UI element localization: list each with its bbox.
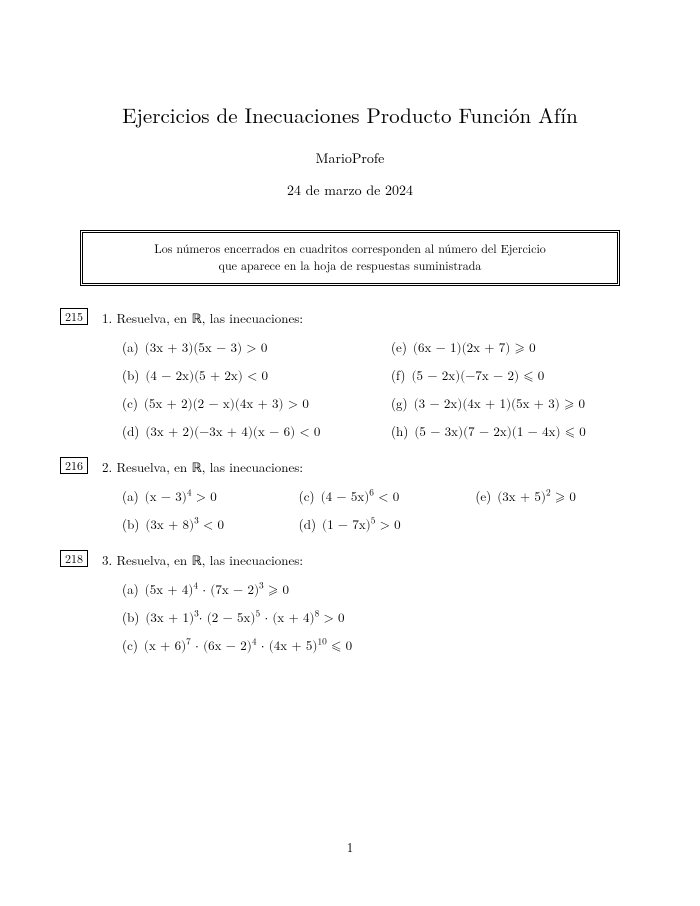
item-f: (f) (5 − 2x)(−7x − 2) ⩽ 0 bbox=[391, 365, 640, 385]
exercise-ordinal: 3. bbox=[102, 550, 112, 569]
item-expr: (5 − 3x)(7 − 2x)(1 − 4x) ⩽ 0 bbox=[414, 426, 585, 439]
item-c: (c) (4 − 5x)6 < 0 bbox=[299, 486, 464, 506]
item-h: (h) (5 − 3x)(7 − 2x)(1 − 4x) ⩽ 0 bbox=[391, 421, 640, 441]
notice-line-1: Los números encerrados en cuadritos corr… bbox=[154, 240, 546, 257]
item-label: (h) bbox=[391, 421, 408, 440]
item-label: (d) bbox=[122, 421, 139, 440]
item-expr: (6x − 1)(2x + 7) ⩾ 0 bbox=[413, 342, 536, 355]
exercise-box-number: 218 bbox=[60, 550, 88, 568]
page-number: 1 bbox=[0, 837, 700, 856]
item-expr: (3x + 3)(5x − 3) > 0 bbox=[145, 342, 268, 355]
exercise-216: 216 2. Resuelva, en ℝ, las inecuaciones:… bbox=[60, 457, 640, 534]
exercise-218: 218 3. Resuelva, en ℝ, las inecuaciones:… bbox=[60, 550, 640, 663]
item-d: (d) (3x + 2)(−3x + 4)(x − 6) < 0 bbox=[122, 421, 371, 441]
exercise-box-number: 215 bbox=[60, 308, 88, 326]
item-label: (a) bbox=[122, 579, 139, 598]
exercise-prompt-text: Resuelva, en ℝ, las inecuaciones: bbox=[116, 457, 303, 476]
item-expr: (3 − 2x)(4x + 1)(5x + 3) ⩾ 0 bbox=[414, 398, 585, 411]
item-g: (g) (3 − 2x)(4x + 1)(5x + 3) ⩾ 0 bbox=[391, 393, 640, 413]
document-title: Ejercicios de Inecuaciones Producto Func… bbox=[60, 100, 640, 130]
item-a: (a) (x − 3)4 > 0 bbox=[122, 486, 287, 506]
item-label: (e) bbox=[391, 337, 407, 356]
item-expr: (3x + 1)3· (2 − 5x)5 · (x + 4)8 > 0 bbox=[145, 612, 344, 625]
item-e: (e) (3x + 5)2 ⩾ 0 bbox=[475, 486, 640, 506]
item-expr: (4 − 2x)(5 + 2x) < 0 bbox=[145, 370, 268, 383]
item-expr: (x + 6)7 · (6x − 2)4 · (4x + 5)10 ⩽ 0 bbox=[144, 640, 352, 653]
exercise-prompt: 1. Resuelva, en ℝ, las inecuaciones: bbox=[102, 308, 640, 327]
exercise-prompt: 3. Resuelva, en ℝ, las inecuaciones: bbox=[102, 550, 640, 569]
document-author: MarioProfe bbox=[60, 148, 640, 168]
item-a: (a) (3x + 3)(5x − 3) > 0 bbox=[122, 337, 371, 357]
item-c: (c) (5x + 2)(2 − x)(4x + 3) > 0 bbox=[122, 393, 371, 413]
document-date: 24 de marzo de 2024 bbox=[60, 180, 640, 200]
item-label: (g) bbox=[391, 393, 408, 412]
item-label: (f) bbox=[391, 365, 405, 384]
item-expr: (1 − 7x)5 > 0 bbox=[322, 519, 401, 532]
item-label: (a) bbox=[122, 486, 139, 505]
item-expr: (5x + 2)(2 − x)(4x + 3) > 0 bbox=[144, 398, 309, 411]
item-expr: (5 − 2x)(−7x − 2) ⩽ 0 bbox=[411, 370, 544, 383]
exercise-prompt-text: Resuelva, en ℝ, las inecuaciones: bbox=[116, 308, 303, 327]
item-expr: (4 − 5x)6 < 0 bbox=[321, 491, 400, 504]
item-label: (b) bbox=[122, 607, 139, 626]
item-expr: (5x + 4)4 · (7x − 2)3 ⩾ 0 bbox=[145, 584, 289, 597]
item-b: (b) (3x + 8)3 < 0 bbox=[122, 514, 287, 534]
exercise-prompt: 2. Resuelva, en ℝ, las inecuaciones: bbox=[102, 457, 640, 476]
item-expr: (3x + 5)2 ⩾ 0 bbox=[497, 491, 576, 504]
item-label: (c) bbox=[299, 486, 315, 505]
item-label: (c) bbox=[122, 635, 138, 654]
item-label: (d) bbox=[299, 514, 316, 533]
item-label: (a) bbox=[122, 337, 139, 356]
item-expr: (3x + 2)(−3x + 4)(x − 6) < 0 bbox=[145, 426, 320, 439]
exercise-ordinal: 2. bbox=[102, 457, 112, 476]
item-a: (a) (5x + 4)4 · (7x − 2)3 ⩾ 0 bbox=[122, 579, 640, 599]
exercise-prompt-text: Resuelva, en ℝ, las inecuaciones: bbox=[116, 550, 303, 569]
exercise-ordinal: 1. bbox=[102, 308, 112, 327]
item-d: (d) (1 − 7x)5 > 0 bbox=[299, 514, 464, 534]
item-e: (e) (6x − 1)(2x + 7) ⩾ 0 bbox=[391, 337, 640, 357]
item-label: (e) bbox=[475, 486, 491, 505]
item-label: (b) bbox=[122, 514, 139, 533]
item-label: (c) bbox=[122, 393, 138, 412]
item-label: (b) bbox=[122, 365, 139, 384]
item-b: (b) (4 − 2x)(5 + 2x) < 0 bbox=[122, 365, 371, 385]
notice-line-2: que aparece en la hoja de respuestas sum… bbox=[219, 257, 482, 274]
exercise-215: 215 1. Resuelva, en ℝ, las inecuaciones:… bbox=[60, 308, 640, 441]
item-b: (b) (3x + 1)3· (2 − 5x)5 · (x + 4)8 > 0 bbox=[122, 607, 640, 627]
item-expr: (3x + 8)3 < 0 bbox=[145, 519, 224, 532]
item-c: (c) (x + 6)7 · (6x − 2)4 · (4x + 5)10 ⩽ 0 bbox=[122, 635, 640, 655]
notice-box: Los números encerrados en cuadritos corr… bbox=[80, 230, 620, 286]
item-expr: (x − 3)4 > 0 bbox=[145, 491, 217, 504]
exercise-box-number: 216 bbox=[60, 457, 88, 475]
